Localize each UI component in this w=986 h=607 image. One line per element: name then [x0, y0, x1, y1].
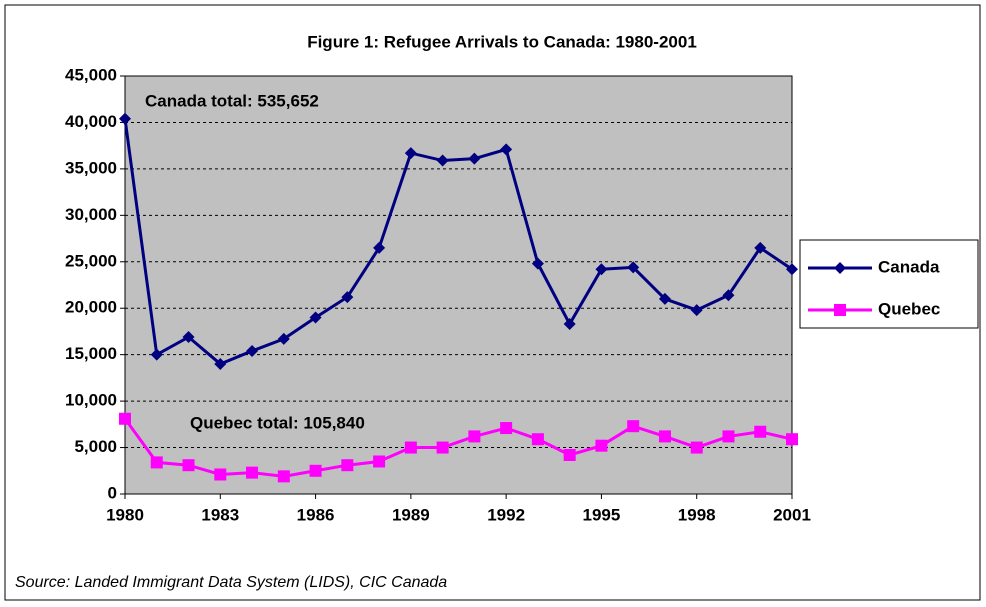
- data-point: [246, 466, 259, 479]
- x-tick-label: 1980: [106, 505, 144, 524]
- data-point: [722, 430, 735, 443]
- data-point: [373, 241, 386, 254]
- legend-marker: [834, 262, 846, 274]
- y-tick-label: 35,000: [65, 158, 117, 177]
- data-point: [277, 470, 290, 483]
- legend-box: [799, 239, 979, 329]
- x-tick-label: 2001: [773, 505, 811, 524]
- data-point: [627, 420, 640, 433]
- data-point: [595, 263, 608, 276]
- data-point: [119, 112, 131, 125]
- data-point: [754, 425, 767, 438]
- data-point: [627, 261, 640, 274]
- data-point: [754, 241, 767, 254]
- legend-label: Canada: [878, 257, 940, 276]
- data-point: [150, 456, 163, 469]
- x-tick-label: 1998: [678, 505, 716, 524]
- data-point: [786, 263, 798, 276]
- data-point: [595, 439, 608, 452]
- data-point: [182, 459, 195, 472]
- data-point: [150, 348, 163, 361]
- legend-label: Quebec: [878, 299, 940, 318]
- data-point: [468, 152, 481, 165]
- y-tick-label: 30,000: [65, 205, 117, 224]
- y-tick-label: 25,000: [65, 251, 117, 270]
- data-point: [214, 468, 227, 481]
- data-point: [246, 344, 259, 357]
- data-point: [341, 291, 354, 304]
- data-point: [658, 430, 671, 443]
- chart-title: Figure 1: Refugee Arrivals to Canada: 19…: [307, 32, 697, 51]
- y-tick-label: 15,000: [65, 344, 117, 363]
- y-tick-label: 10,000: [65, 391, 117, 410]
- x-tick-label: 1992: [487, 505, 525, 524]
- y-tick-label: 40,000: [65, 112, 117, 131]
- data-point: [531, 257, 544, 270]
- y-tick-label: 5,000: [74, 437, 117, 456]
- data-point: [404, 147, 417, 160]
- x-tick-label: 1986: [297, 505, 335, 524]
- series-line: [123, 118, 793, 366]
- data-point: [690, 304, 703, 317]
- data-point: [658, 292, 671, 305]
- data-point: [722, 289, 735, 302]
- y-tick-label: 45,000: [65, 65, 117, 84]
- annotation: Quebec total: 105,840: [190, 413, 365, 432]
- data-point: [563, 318, 576, 331]
- data-point: [531, 433, 544, 446]
- annotation: Canada total: 535,652: [145, 91, 319, 110]
- data-point: [341, 459, 354, 472]
- data-point: [786, 433, 798, 446]
- data-point: [436, 441, 449, 454]
- data-point: [468, 430, 481, 443]
- x-tick-label: 1995: [583, 505, 621, 524]
- data-point: [309, 311, 322, 324]
- x-tick-label: 1989: [392, 505, 430, 524]
- plot-area: [124, 75, 793, 495]
- data-point: [309, 464, 322, 477]
- data-point: [277, 332, 290, 345]
- data-point: [214, 357, 227, 370]
- x-tick-label: 1983: [201, 505, 239, 524]
- data-point: [182, 331, 195, 344]
- source-note: Source: Landed Immigrant Data System (LI…: [15, 574, 447, 591]
- data-point: [404, 441, 417, 454]
- data-point: [690, 441, 703, 454]
- y-tick-label: 0: [108, 483, 117, 502]
- y-tick-label: 20,000: [65, 298, 117, 317]
- series-line: [123, 417, 793, 478]
- data-point: [436, 154, 449, 167]
- data-point: [373, 455, 386, 468]
- data-point: [500, 422, 513, 435]
- legend-marker: [834, 304, 846, 316]
- data-point: [500, 143, 513, 156]
- data-point: [563, 448, 576, 461]
- data-point: [119, 412, 131, 425]
